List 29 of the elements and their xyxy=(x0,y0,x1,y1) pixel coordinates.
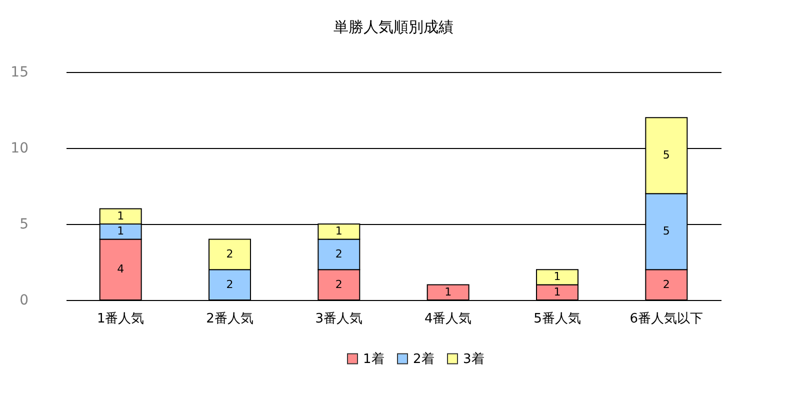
data-label: 2 xyxy=(662,278,670,291)
data-label: 1 xyxy=(444,285,452,298)
bar xyxy=(426,284,470,300)
data-label: 4 xyxy=(117,262,124,276)
x-tick-label: 5番人気 xyxy=(534,312,581,326)
data-label: 2 xyxy=(226,278,234,291)
data-label: 1 xyxy=(554,270,561,284)
data-label: 2 xyxy=(335,278,342,291)
data-label: 2 xyxy=(226,247,234,260)
data-label: 1 xyxy=(554,285,561,298)
y-tick-label: 10 xyxy=(10,140,28,156)
data-label: 1 xyxy=(335,224,342,238)
data-label: 1 xyxy=(117,224,124,238)
data-label: 5 xyxy=(662,224,670,238)
x-tick-label: 4番人気 xyxy=(424,312,472,326)
chart-title: 単勝人気順別成績 xyxy=(334,18,454,36)
legend-label: 2着 xyxy=(413,350,434,367)
x-tick-label: 6番人気以下 xyxy=(630,312,704,326)
x-tick-label: 3番人気 xyxy=(315,312,363,326)
legend-label: 1着 xyxy=(363,350,384,367)
data-label: 5 xyxy=(662,148,670,162)
data-label: 2 xyxy=(335,247,342,260)
x-tick-label: 2番人気 xyxy=(206,312,254,326)
y-tick-label: 0 xyxy=(20,292,28,308)
y-tick-label: 5 xyxy=(20,216,28,232)
x-tick-label: 1番人気 xyxy=(96,312,144,326)
y-tick-label: 15 xyxy=(10,64,28,80)
legend-label: 3着 xyxy=(463,350,484,367)
data-label: 1 xyxy=(117,209,124,222)
